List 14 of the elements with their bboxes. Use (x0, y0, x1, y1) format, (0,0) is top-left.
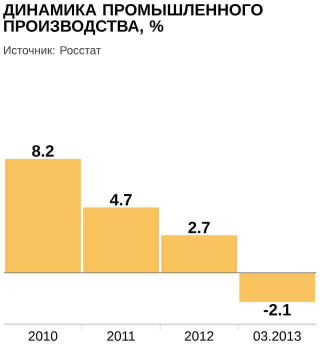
x-tick-label: 2012 (184, 331, 214, 341)
x-tick-label: 2011 (107, 331, 135, 341)
bar (83, 207, 159, 273)
bar (5, 158, 81, 273)
data-label: 8.2 (32, 145, 54, 157)
data-label: 2.7 (188, 222, 210, 234)
bar (239, 272, 316, 302)
text: Источник: Росстат (4, 46, 101, 54)
chart-title: ДИНАМИКА ПРОМЫШЛЕННОГО ПРОИЗВОДСТВА, % (3, 4, 263, 35)
x-tick-label: 03.2013 (254, 331, 301, 341)
x-tick-label: 2010 (28, 331, 58, 341)
data-label: 4.7 (110, 194, 132, 206)
data-label: -2.1 (264, 304, 291, 316)
bar (161, 235, 238, 273)
